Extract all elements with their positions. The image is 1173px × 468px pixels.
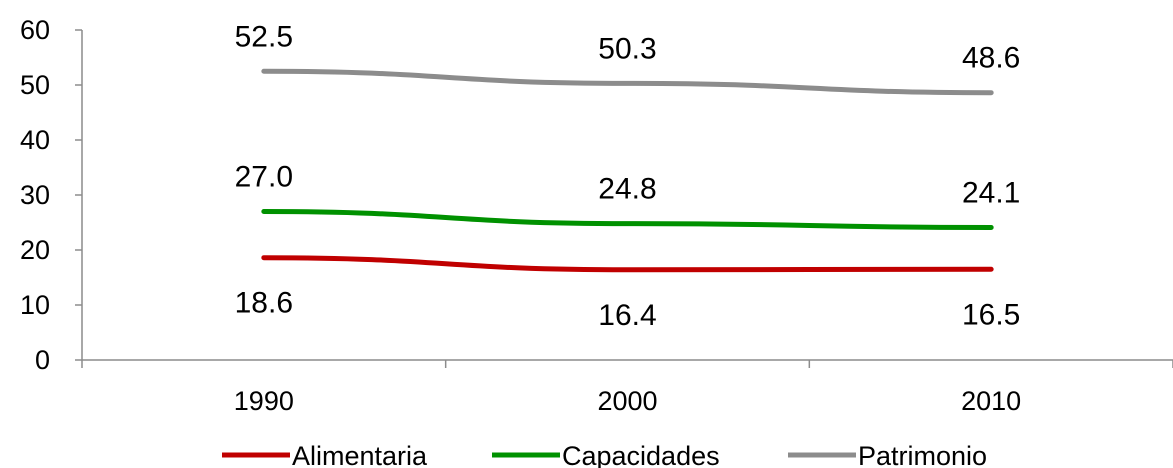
data-label: 48.6 <box>962 42 1020 75</box>
series-line-patrimonio <box>261 68 994 96</box>
y-ticks: 0 10 20 30 40 50 60 <box>20 15 82 375</box>
legend: Alimentaria Capacidades Patrimonio <box>222 441 987 468</box>
y-tick-label: 20 <box>20 235 50 265</box>
y-tick-label: 40 <box>20 125 50 155</box>
series-lines <box>261 68 994 273</box>
data-label: 52.5 <box>235 20 293 53</box>
y-tick-label: 0 <box>35 345 50 375</box>
series-line-capacidades <box>261 209 994 230</box>
series-line-alimentaria <box>261 255 994 273</box>
legend-label-alimentaria: Alimentaria <box>292 441 428 468</box>
y-tick-label: 30 <box>20 180 50 210</box>
data-labels: 18.6 16.4 16.5 27.0 24.8 24.1 52.5 50.3 48.6 <box>235 20 1021 332</box>
legend-label-capacidades: Capacidades <box>562 441 720 468</box>
data-label: 50.3 <box>598 32 656 65</box>
y-tick-label: 10 <box>20 290 50 320</box>
y-tick-label: 50 <box>20 70 50 100</box>
x-tick-label: 2000 <box>597 386 657 416</box>
x-ticks: 1990 2000 2010 <box>81 360 1173 416</box>
data-label: 24.1 <box>962 176 1020 209</box>
data-label: 18.6 <box>235 287 293 320</box>
x-tick-label: 1990 <box>234 386 294 416</box>
x-tick-label: 2010 <box>961 386 1021 416</box>
data-label: 16.5 <box>962 298 1020 331</box>
data-label: 16.4 <box>598 299 656 332</box>
data-label: 27.0 <box>235 161 293 194</box>
data-label: 24.8 <box>598 173 656 206</box>
y-tick-label: 60 <box>20 15 50 45</box>
legend-label-patrimonio: Patrimonio <box>858 441 987 468</box>
